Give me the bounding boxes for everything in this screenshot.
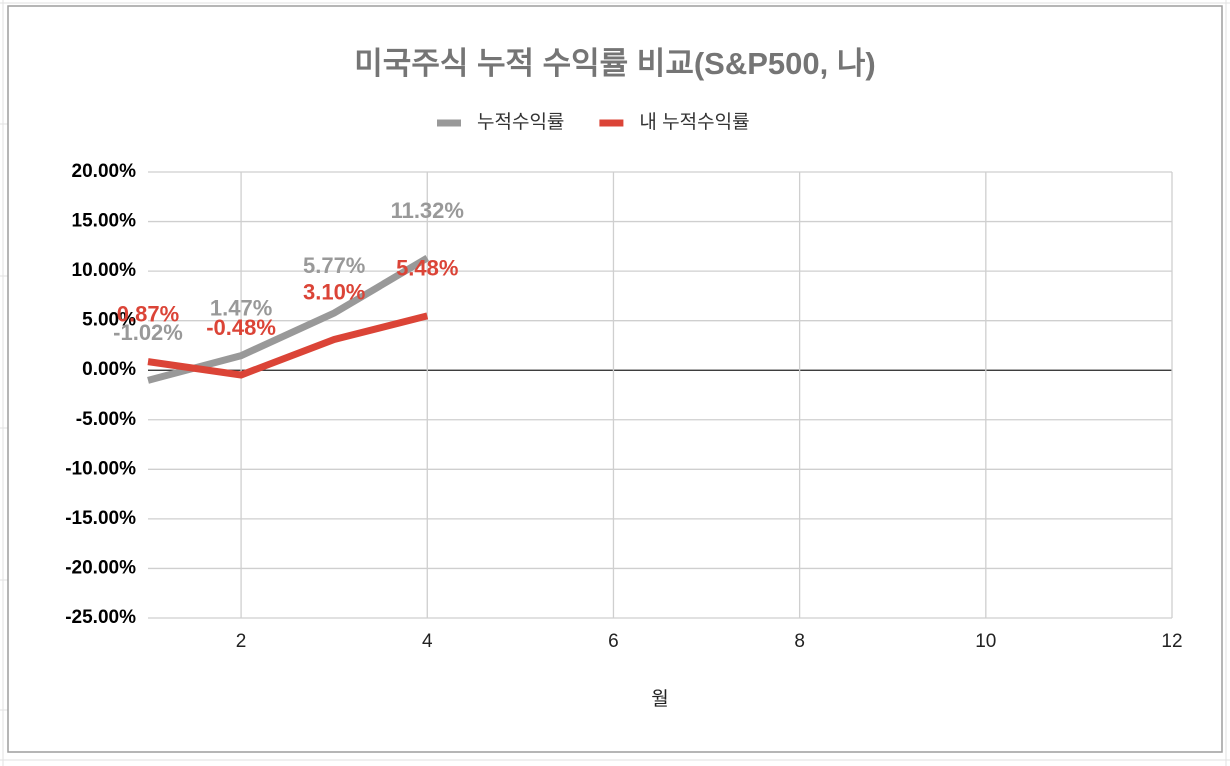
data-label: 5.48% bbox=[396, 256, 458, 281]
y-tick-label: 20.00% bbox=[72, 161, 137, 182]
data-label: 3.10% bbox=[303, 279, 365, 304]
data-label: 1.47% bbox=[210, 295, 272, 320]
x-tick-label: 8 bbox=[794, 631, 805, 652]
chart-title: 미국주식 누적 수익률 비교(S&P500, 나) bbox=[354, 46, 875, 81]
data-label: 5.77% bbox=[303, 253, 365, 278]
y-tick-label: 15.00% bbox=[72, 211, 137, 232]
y-tick-label: 10.00% bbox=[72, 260, 137, 281]
x-tick-label: 4 bbox=[422, 631, 433, 652]
y-tick-label: -25.00% bbox=[65, 607, 136, 628]
y-tick-label: -15.00% bbox=[65, 508, 136, 529]
data-label: 11.32% bbox=[391, 198, 464, 223]
data-label: -0.48% bbox=[206, 315, 276, 340]
x-tick-label: 12 bbox=[1161, 631, 1182, 652]
data-label: 0.87% bbox=[117, 301, 179, 326]
x-tick-label: 2 bbox=[236, 631, 247, 652]
y-tick-label: -5.00% bbox=[76, 409, 136, 430]
data-label: -1.02% bbox=[113, 320, 183, 345]
y-tick-label: 5.00% bbox=[82, 310, 136, 331]
y-tick-label: -10.00% bbox=[65, 458, 136, 479]
legend-label: 내 누적수익률 bbox=[639, 111, 749, 133]
y-tick-label: 0.00% bbox=[82, 359, 136, 380]
series-line bbox=[147, 312, 429, 379]
x-axis-label: 월 bbox=[651, 688, 668, 710]
chart-frame bbox=[7, 5, 1223, 753]
y-tick-label: -20.00% bbox=[65, 557, 136, 578]
x-tick-label: 6 bbox=[608, 631, 619, 652]
legend-label: 누적수익률 bbox=[477, 111, 564, 133]
x-tick-label: 10 bbox=[975, 631, 996, 652]
